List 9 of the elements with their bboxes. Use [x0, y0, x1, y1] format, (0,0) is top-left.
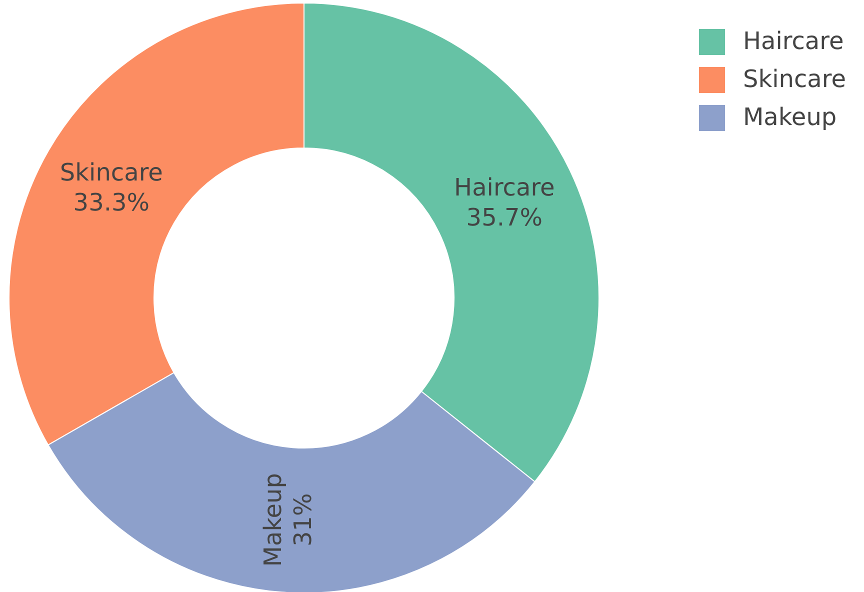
data-label: 35.7%	[466, 203, 543, 232]
data-label: 31%	[289, 493, 318, 547]
data-label: 33.3%	[73, 188, 150, 217]
legend-label: Skincare	[742, 65, 846, 93]
legend-label: Makeup	[742, 103, 837, 131]
legend-label: Haircare	[742, 27, 844, 55]
slice-label: Skincare	[60, 158, 163, 187]
slice-label: Makeup	[259, 473, 288, 567]
slice-label: Haircare	[454, 173, 555, 202]
